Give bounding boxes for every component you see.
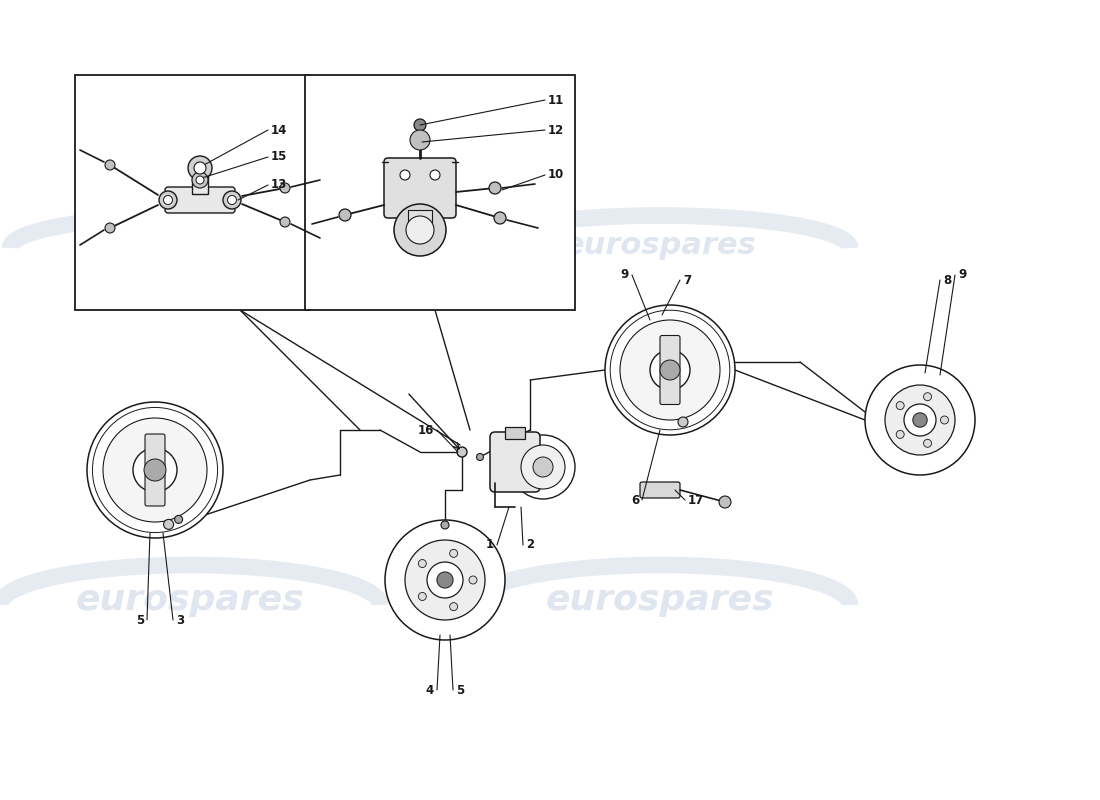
Circle shape [104, 223, 116, 233]
Bar [192, 176, 208, 194]
Circle shape [385, 520, 505, 640]
Circle shape [512, 435, 575, 499]
Circle shape [610, 310, 729, 430]
Circle shape [940, 416, 948, 424]
Circle shape [865, 365, 975, 475]
Circle shape [405, 540, 485, 620]
Circle shape [521, 445, 565, 489]
Circle shape [913, 413, 927, 427]
Circle shape [441, 521, 449, 529]
FancyBboxPatch shape [145, 434, 165, 506]
Text: eurospares: eurospares [76, 583, 305, 617]
Circle shape [394, 204, 446, 256]
Circle shape [450, 550, 458, 558]
Text: 1: 1 [486, 538, 494, 551]
Bar [305, 75, 575, 310]
Circle shape [175, 515, 183, 523]
Circle shape [904, 404, 936, 436]
Circle shape [476, 454, 484, 461]
Circle shape [660, 360, 680, 380]
Text: 8: 8 [943, 274, 951, 286]
Text: 3: 3 [176, 614, 184, 626]
Circle shape [414, 119, 426, 131]
FancyBboxPatch shape [165, 187, 235, 213]
Bar [505, 427, 525, 439]
Circle shape [456, 447, 468, 457]
Circle shape [228, 195, 236, 205]
FancyBboxPatch shape [660, 335, 680, 405]
Circle shape [494, 212, 506, 224]
Circle shape [924, 439, 932, 447]
Circle shape [164, 519, 174, 530]
Circle shape [437, 572, 453, 588]
Circle shape [418, 593, 427, 601]
Circle shape [339, 209, 351, 221]
Text: 4: 4 [426, 683, 434, 697]
Text: eurospares: eurospares [94, 230, 286, 259]
Circle shape [406, 216, 434, 244]
Text: 13: 13 [271, 178, 287, 191]
Circle shape [650, 350, 690, 390]
Text: 5: 5 [135, 614, 144, 626]
Circle shape [896, 402, 904, 410]
Text: eurospares: eurospares [563, 230, 757, 259]
Circle shape [450, 602, 458, 610]
FancyBboxPatch shape [384, 158, 456, 218]
Text: 2: 2 [526, 538, 535, 551]
FancyBboxPatch shape [640, 482, 680, 498]
Circle shape [192, 172, 208, 188]
Circle shape [400, 170, 410, 180]
Text: 9: 9 [620, 269, 629, 282]
Circle shape [164, 195, 173, 205]
Circle shape [133, 448, 177, 492]
Circle shape [896, 430, 904, 438]
Circle shape [104, 160, 116, 170]
Circle shape [280, 183, 290, 193]
Bar [408, 210, 432, 228]
Text: 9: 9 [958, 269, 966, 282]
Circle shape [430, 170, 440, 180]
Circle shape [280, 217, 290, 227]
Circle shape [427, 562, 463, 598]
Circle shape [924, 393, 932, 401]
Circle shape [620, 320, 721, 420]
FancyBboxPatch shape [490, 432, 540, 492]
Circle shape [188, 156, 212, 180]
Circle shape [144, 459, 166, 481]
Circle shape [196, 176, 204, 184]
Text: eurospares: eurospares [546, 583, 774, 617]
Circle shape [92, 407, 218, 533]
Circle shape [160, 191, 177, 209]
Circle shape [605, 305, 735, 435]
Circle shape [103, 418, 207, 522]
Circle shape [719, 496, 732, 508]
Circle shape [678, 417, 688, 427]
Text: 12: 12 [548, 123, 564, 137]
Circle shape [469, 576, 477, 584]
Circle shape [886, 385, 955, 455]
Text: 16: 16 [418, 423, 434, 437]
Circle shape [418, 559, 427, 567]
Circle shape [410, 130, 430, 150]
Text: 15: 15 [271, 150, 287, 163]
Text: 11: 11 [548, 94, 564, 106]
Text: 7: 7 [683, 274, 691, 286]
Circle shape [223, 191, 241, 209]
Circle shape [194, 162, 206, 174]
Bar [75, 75, 310, 310]
Circle shape [534, 457, 553, 477]
Text: 5: 5 [456, 683, 464, 697]
Text: 6: 6 [630, 494, 639, 506]
Text: 17: 17 [688, 494, 704, 506]
Text: 10: 10 [548, 169, 564, 182]
Circle shape [490, 182, 500, 194]
Circle shape [87, 402, 223, 538]
Text: 14: 14 [271, 123, 287, 137]
